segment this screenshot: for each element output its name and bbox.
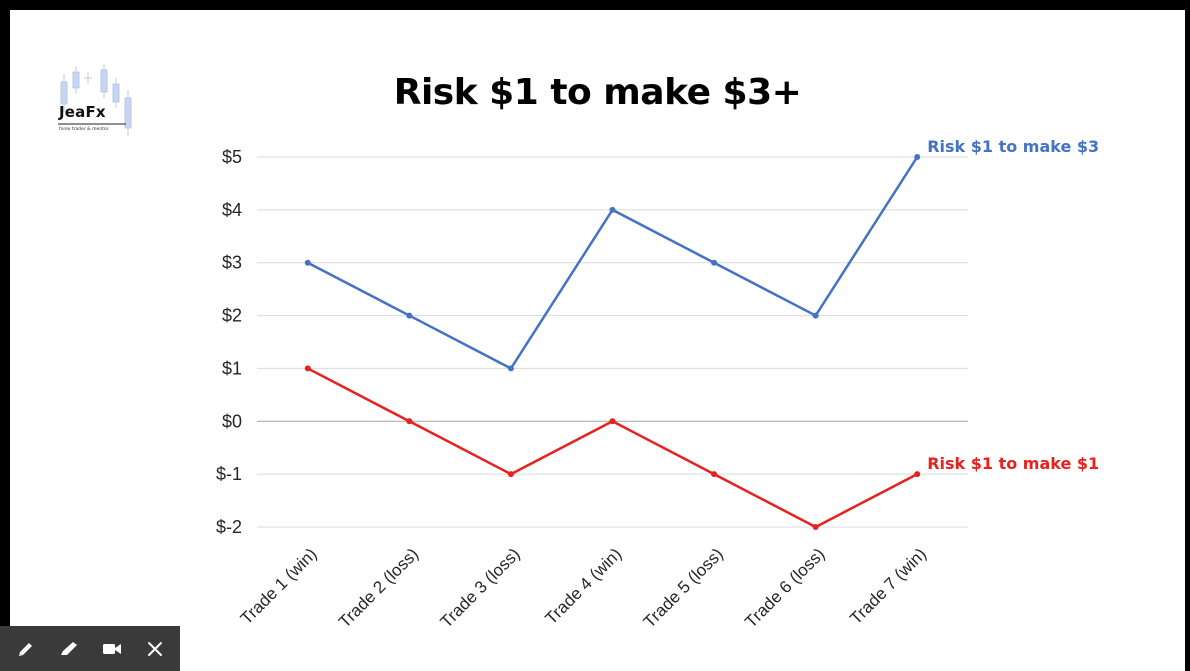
logo-name: JeaFx <box>59 103 106 121</box>
data-point <box>507 365 514 372</box>
x-tick-label: Trade 7 (win) <box>846 544 930 628</box>
annotation-toolbar <box>0 626 180 671</box>
highlighter-tool-button[interactable] <box>54 634 84 664</box>
series-label: Risk $1 to make $1 <box>927 454 1099 473</box>
data-point <box>609 206 616 213</box>
data-point <box>406 312 413 319</box>
pencil-icon <box>18 642 32 656</box>
logo-graphic <box>56 54 136 138</box>
y-tick-label: $0 <box>222 411 242 431</box>
x-tick-label: Trade 1 (win) <box>237 544 321 628</box>
x-tick-label: Trade 2 (loss) <box>335 544 422 631</box>
logo-tagline: forex trader & mentor. <box>59 127 110 132</box>
video-camera-icon <box>102 643 121 654</box>
x-tick-label: Trade 4 (win) <box>542 544 626 628</box>
y-tick-label: $-1 <box>216 464 242 484</box>
y-tick-label: $3 <box>222 253 242 273</box>
data-point <box>406 418 413 425</box>
y-tick-label: $-2 <box>216 517 242 537</box>
data-point <box>914 471 921 478</box>
data-point <box>609 418 616 425</box>
close-icon <box>147 641 162 656</box>
x-tick-label: Trade 5 (loss) <box>640 544 727 631</box>
series-label: Risk $1 to make $3 <box>927 137 1099 156</box>
data-point <box>711 259 718 266</box>
data-point <box>914 154 921 160</box>
y-tick-label: $2 <box>222 306 242 326</box>
data-point <box>711 471 718 478</box>
y-tick-label: $1 <box>222 358 242 378</box>
x-tick-label: Trade 6 (loss) <box>741 544 828 631</box>
data-point <box>507 471 514 478</box>
pencil-tool-button[interactable] <box>11 634 41 664</box>
video-tool-button[interactable] <box>97 634 127 664</box>
y-tick-label: $4 <box>222 200 242 220</box>
slide: JeaFx forex trader & mentor. Risk $1 to … <box>10 10 1185 671</box>
x-tick-label: Trade 3 (loss) <box>437 544 524 631</box>
series-line <box>307 367 918 529</box>
data-point <box>812 524 819 530</box>
data-point <box>304 259 311 266</box>
close-button[interactable] <box>140 634 170 664</box>
highlighter-icon <box>60 641 77 655</box>
data-point <box>304 365 311 372</box>
line-chart: $5 $4 $3 $2 $1 $0 $-1 $-2 Trade 1 (win) Trade 2 (… <box>216 137 1099 632</box>
data-point <box>812 312 819 319</box>
y-tick-label: $5 <box>222 147 242 167</box>
chart-title: Risk $1 to make $3+ <box>393 72 802 113</box>
